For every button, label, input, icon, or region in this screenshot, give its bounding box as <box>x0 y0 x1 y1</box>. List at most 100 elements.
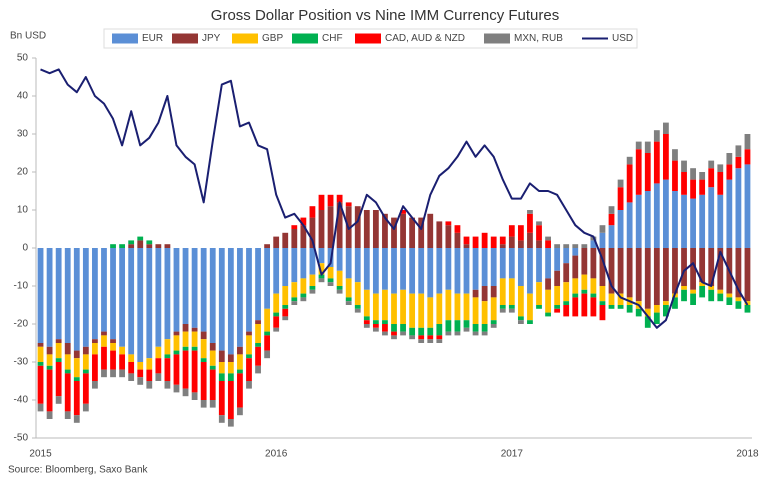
bar <box>690 168 696 180</box>
bar <box>209 369 216 400</box>
bar <box>55 358 62 362</box>
bar <box>282 316 289 321</box>
bar <box>137 240 144 248</box>
bar <box>146 240 153 245</box>
bar <box>653 183 660 248</box>
bar <box>227 381 234 419</box>
bar <box>545 248 551 279</box>
bar <box>527 248 533 294</box>
bar <box>481 331 488 336</box>
bar <box>653 248 660 305</box>
bar <box>354 308 361 313</box>
bar <box>336 270 343 286</box>
bar <box>445 221 452 226</box>
bar <box>264 244 271 248</box>
bar <box>690 289 696 294</box>
bar <box>137 377 144 385</box>
bar <box>572 297 579 317</box>
bar <box>209 343 216 351</box>
bar <box>273 316 280 328</box>
bar <box>672 248 678 294</box>
bar <box>726 164 733 180</box>
bar <box>209 365 216 370</box>
bar <box>246 335 252 355</box>
bar <box>554 308 561 313</box>
bar <box>155 373 162 381</box>
bar <box>164 358 171 381</box>
bar <box>653 141 660 184</box>
bar <box>363 320 370 324</box>
legend-swatch <box>172 33 198 44</box>
bar <box>608 206 615 214</box>
bar <box>273 327 280 332</box>
bar <box>427 327 434 336</box>
bar <box>554 305 561 309</box>
bar <box>282 308 289 317</box>
bar <box>255 343 261 347</box>
bar <box>508 278 515 305</box>
bar <box>291 297 298 302</box>
bar <box>608 225 615 248</box>
bar <box>191 327 198 332</box>
bar <box>173 335 180 351</box>
bar <box>400 289 406 324</box>
legend-swatch <box>355 33 381 44</box>
bar <box>490 320 497 324</box>
bar <box>55 248 62 340</box>
legend-label: CAD, AUD & NZD <box>385 33 465 44</box>
bar <box>37 403 44 412</box>
bar <box>545 312 551 317</box>
bar <box>481 248 488 286</box>
bar <box>635 194 642 248</box>
bar <box>82 346 89 355</box>
bar <box>101 248 107 332</box>
y-tick-label: 20 <box>17 167 29 178</box>
bar <box>246 358 252 381</box>
bar <box>626 305 633 313</box>
bar <box>255 365 261 374</box>
bar <box>581 274 588 290</box>
bar <box>382 320 388 324</box>
x-tick-label: 2015 <box>29 449 52 460</box>
bar <box>309 217 316 248</box>
bar <box>119 354 126 370</box>
bar <box>445 225 452 248</box>
bar <box>155 244 162 248</box>
bar <box>617 187 624 210</box>
bar <box>590 278 597 294</box>
bar <box>200 362 207 400</box>
bar <box>527 213 533 233</box>
bar <box>291 229 298 248</box>
bar <box>662 305 669 317</box>
legend-swatch <box>484 33 510 44</box>
line <box>40 68 749 329</box>
bar <box>255 248 261 321</box>
bar <box>418 293 425 328</box>
bar <box>554 244 561 248</box>
bar <box>463 293 470 321</box>
bar <box>354 248 361 283</box>
bar <box>264 248 271 309</box>
bar <box>327 194 334 207</box>
bar <box>690 198 696 248</box>
bar <box>472 297 479 324</box>
bar <box>735 156 742 169</box>
bar <box>536 225 542 241</box>
bar <box>309 206 316 218</box>
bar <box>481 324 488 332</box>
bar <box>681 194 687 248</box>
bar <box>572 248 579 256</box>
bar <box>735 297 742 302</box>
bar <box>690 293 696 305</box>
bar <box>599 305 606 321</box>
bar <box>46 365 53 370</box>
bar <box>563 248 570 264</box>
bar <box>382 331 388 336</box>
bar <box>744 164 751 248</box>
bar <box>318 263 325 275</box>
bar <box>55 343 62 359</box>
bar <box>626 202 633 248</box>
bar <box>354 282 361 305</box>
bar <box>726 297 733 305</box>
legend-label: CHF <box>322 33 343 44</box>
